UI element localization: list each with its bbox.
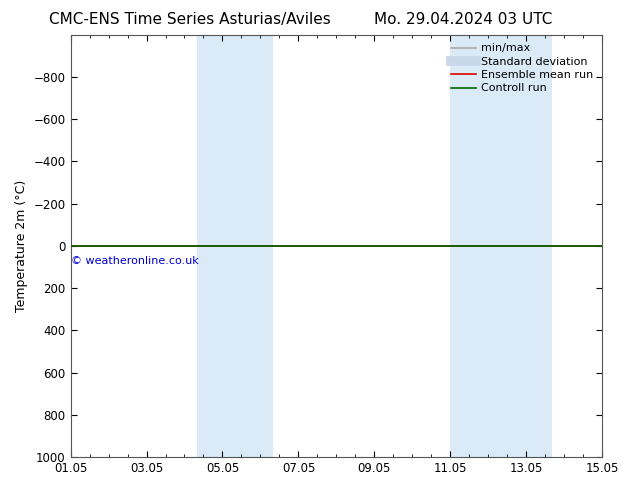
Legend: min/max, Standard deviation, Ensemble mean run, Controll run: min/max, Standard deviation, Ensemble me… bbox=[448, 40, 597, 97]
Text: CMC-ENS Time Series Asturias/Aviles: CMC-ENS Time Series Asturias/Aviles bbox=[49, 12, 331, 27]
Bar bbox=[488, 35, 552, 457]
Text: Mo. 29.04.2024 03 UTC: Mo. 29.04.2024 03 UTC bbox=[373, 12, 552, 27]
Bar bbox=[223, 35, 273, 457]
Text: © weatheronline.co.uk: © weatheronline.co.uk bbox=[71, 256, 198, 267]
Y-axis label: Temperature 2m (°C): Temperature 2m (°C) bbox=[15, 180, 28, 312]
Bar bbox=[450, 35, 488, 457]
Bar bbox=[197, 35, 223, 457]
